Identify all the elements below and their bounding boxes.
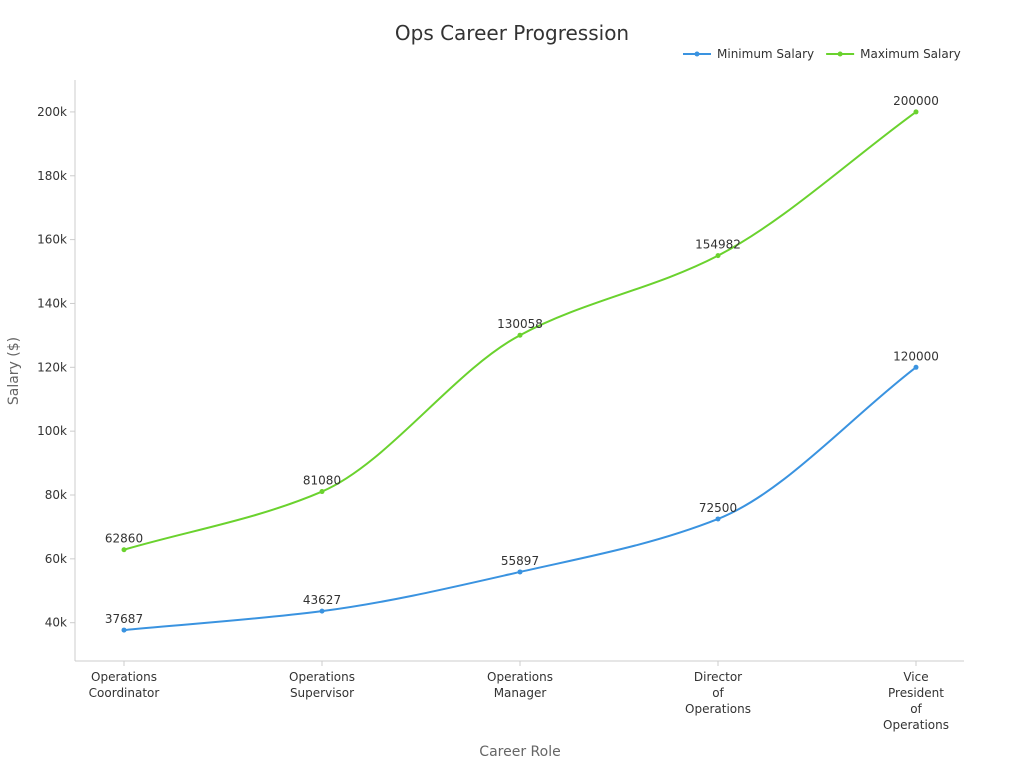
x-tick-label: Operations Coordinator	[89, 670, 160, 700]
data-labels: 37687 43627 55897 72500 120000 62860 81080 1300…	[105, 94, 939, 626]
minimum-salary-data-label: 37687	[105, 612, 143, 626]
y-tick-label: 200k	[37, 105, 67, 119]
minimum-salary-data-label: 120000	[893, 349, 939, 363]
y-axis-ticks: 40k 60k 80k 100k 120k 140k 160k 180k 200k	[37, 105, 75, 630]
y-tick-label: 40k	[45, 616, 67, 630]
x-tick-label: Director of Operations	[685, 670, 751, 716]
maximum-salary-data-label: 62860	[105, 532, 143, 546]
minimum-salary-point[interactable]	[715, 516, 721, 522]
x-tick-label: Vice President of Operations	[883, 670, 949, 732]
x-tick-label: Operations Manager	[487, 670, 553, 700]
minimum-salary-point[interactable]	[913, 364, 919, 370]
minimum-salary-point[interactable]	[121, 627, 127, 633]
x-axis-ticks: Operations Coordinator Operations Superviso…	[89, 661, 949, 732]
y-tick-label: 60k	[45, 552, 67, 566]
legend-marker	[694, 51, 700, 57]
legend-item-maximum-salary[interactable]: Maximum Salary	[826, 47, 961, 61]
maximum-salary-data-label: 81080	[303, 474, 341, 488]
minimum-salary-data-label: 43627	[303, 593, 341, 607]
maximum-salary-data-label: 154982	[695, 238, 741, 252]
series-layer	[121, 109, 919, 633]
legend-label: Minimum Salary	[717, 47, 814, 61]
minimum-salary-point[interactable]	[319, 608, 325, 614]
minimum-salary-point[interactable]	[517, 569, 523, 575]
maximum-salary-data-label: 200000	[893, 94, 939, 108]
y-tick-label: 180k	[37, 169, 67, 183]
maximum-salary-point[interactable]	[121, 547, 127, 553]
maximum-salary-point[interactable]	[913, 109, 919, 115]
x-tick-label: Operations Supervisor	[289, 670, 355, 700]
legend: Minimum Salary Maximum Salary	[683, 47, 961, 61]
maximum-salary-point[interactable]	[517, 332, 523, 338]
y-tick-label: 120k	[37, 360, 67, 374]
legend-marker	[837, 51, 843, 57]
chart-title: Ops Career Progression	[395, 21, 629, 45]
y-tick-label: 100k	[37, 424, 67, 438]
legend-item-minimum-salary[interactable]: Minimum Salary	[683, 47, 814, 61]
minimum-salary-line	[123, 366, 917, 632]
y-axis-label: Salary ($)	[6, 337, 22, 405]
x-axis-label: Career Role	[479, 744, 560, 760]
maximum-salary-data-label: 130058	[497, 317, 543, 331]
y-tick-label: 140k	[37, 296, 67, 310]
minimum-salary-data-label: 72500	[699, 501, 737, 515]
maximum-salary-point[interactable]	[319, 489, 325, 495]
maximum-salary-point[interactable]	[715, 253, 721, 259]
y-tick-label: 160k	[37, 233, 67, 247]
legend-label: Maximum Salary	[860, 47, 961, 61]
minimum-salary-data-label: 55897	[501, 554, 539, 568]
y-tick-label: 80k	[45, 488, 67, 502]
